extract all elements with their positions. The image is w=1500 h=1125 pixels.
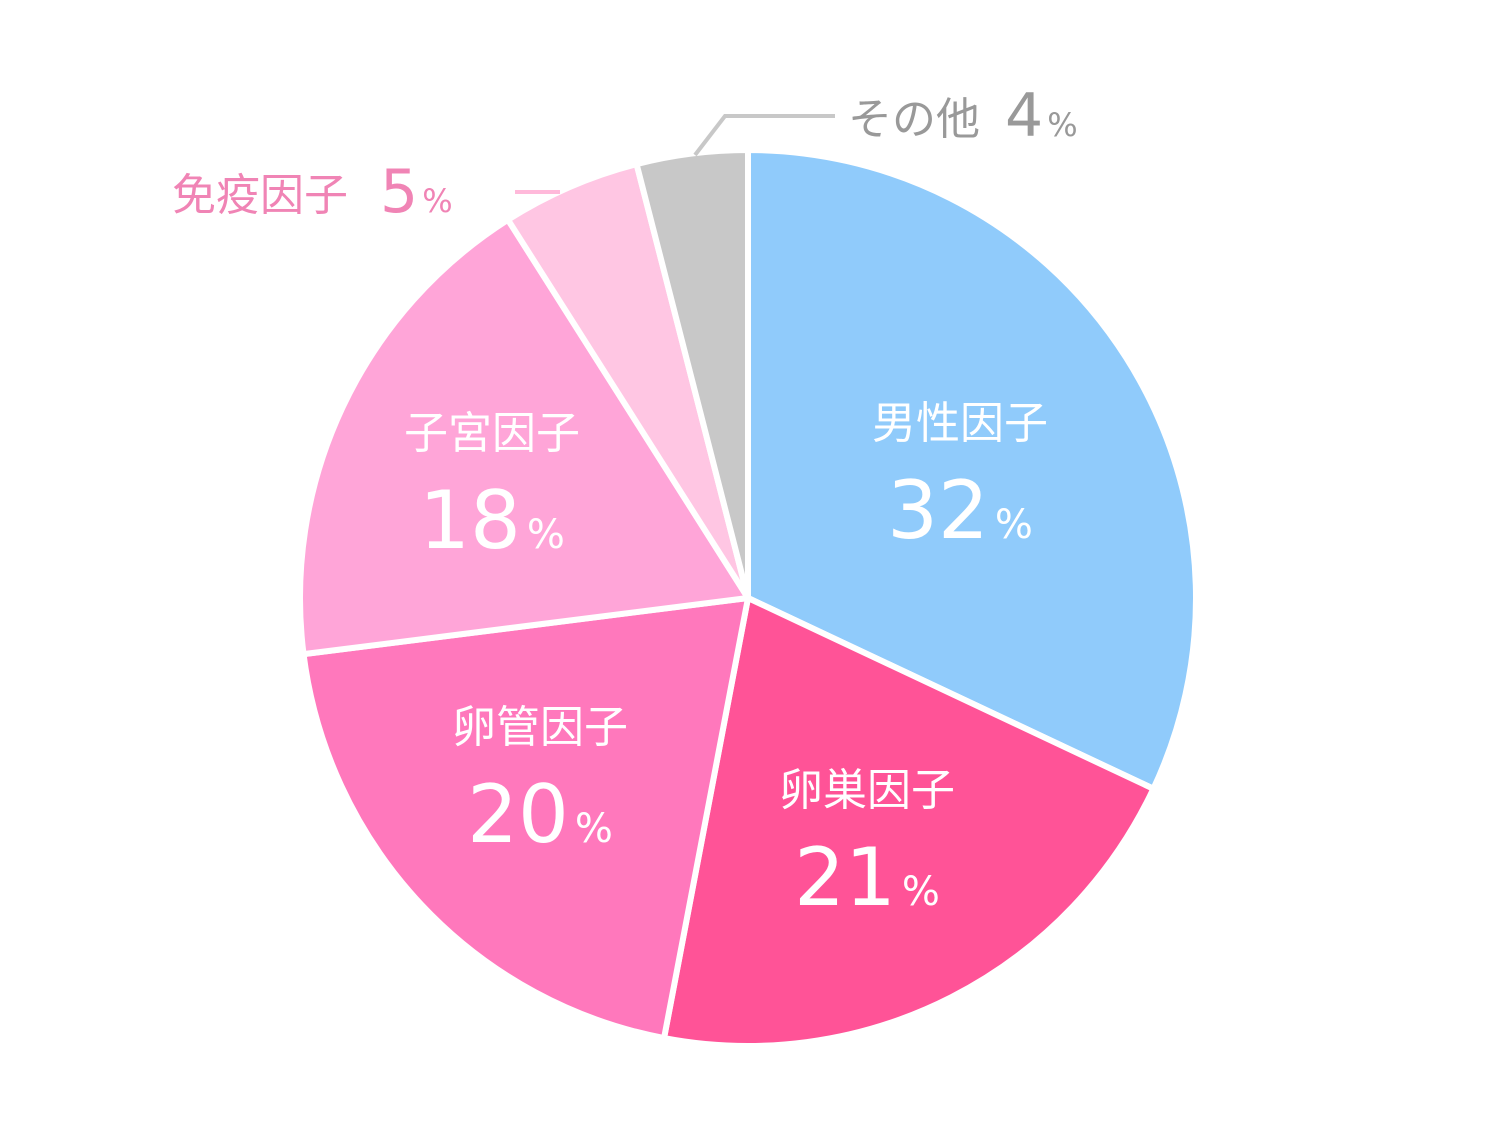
slice-5-label: 免疫因子 [172,170,348,221]
slice-2-value: 21% [794,831,940,924]
slice-6 [633,147,751,601]
slice-4-value: 18% [419,474,565,567]
slice-4-label: 子宮因子 [404,408,580,459]
slice-2-label: 卵巣因子 [779,765,955,816]
slice-2 [661,595,1157,1049]
slice-4 [297,216,751,658]
slice-3-label: 卵管因子 [452,702,628,753]
slice-5-value: 5% [380,157,453,227]
slice-6-label: その他 [848,94,980,145]
pie-slices [297,147,1199,1049]
slice-6-leader-line [693,114,835,157]
slice-1-value: 32% [887,464,1033,557]
slice-1 [745,147,1199,792]
slice-6-value: 4% [1005,81,1078,151]
slice-1-label: 男性因子 [872,398,1048,449]
pie-labels: 男性因子 32 % 卵巣因子 21 % 卵管因子 20 % 子宮因子 18 % 免疫因子 5 % その他 4% [172,81,1078,924]
slice-3 [300,595,751,1042]
slice-3-value: 20% [467,768,613,861]
